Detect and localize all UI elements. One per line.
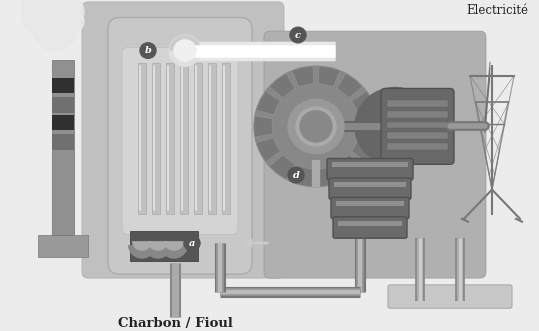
Wedge shape [318, 166, 340, 187]
Bar [38, 235, 88, 257]
FancyBboxPatch shape [388, 285, 512, 308]
Wedge shape [292, 166, 314, 187]
Bar [387, 143, 448, 150]
Bar [332, 163, 408, 167]
Text: Charbon / Fioul: Charbon / Fioul [118, 317, 232, 330]
Bar [222, 63, 230, 214]
Bar [52, 134, 74, 150]
FancyBboxPatch shape [82, 2, 284, 278]
Text: d: d [293, 170, 300, 179]
Wedge shape [257, 91, 280, 115]
Wedge shape [128, 245, 156, 259]
Text: b: b [144, 46, 151, 55]
Circle shape [290, 27, 306, 43]
FancyBboxPatch shape [327, 159, 413, 180]
Bar [52, 97, 74, 113]
Circle shape [254, 66, 378, 187]
Bar [52, 115, 74, 130]
Bar [387, 100, 448, 107]
Bar [138, 63, 146, 214]
Circle shape [296, 107, 336, 146]
Bar [52, 60, 74, 235]
Bar [336, 201, 404, 206]
FancyBboxPatch shape [108, 18, 252, 274]
Bar [52, 78, 74, 93]
Circle shape [300, 111, 332, 142]
FancyBboxPatch shape [381, 88, 454, 164]
Circle shape [33, 8, 77, 51]
Bar [387, 111, 448, 118]
Wedge shape [270, 73, 295, 98]
Text: a: a [189, 239, 195, 248]
Wedge shape [160, 245, 188, 259]
FancyBboxPatch shape [333, 217, 407, 238]
Wedge shape [337, 73, 363, 98]
Bar [152, 63, 160, 214]
Circle shape [288, 167, 304, 183]
Wedge shape [144, 245, 172, 259]
Bar [194, 63, 202, 214]
Circle shape [184, 235, 200, 251]
Bar [130, 231, 198, 260]
FancyBboxPatch shape [331, 197, 409, 219]
Circle shape [288, 99, 344, 154]
Bar [334, 182, 406, 187]
FancyBboxPatch shape [264, 31, 486, 278]
Wedge shape [292, 66, 314, 87]
Wedge shape [352, 91, 376, 115]
Wedge shape [318, 66, 340, 87]
Bar [387, 121, 448, 128]
Circle shape [22, 0, 58, 35]
Circle shape [30, 0, 70, 24]
Wedge shape [337, 155, 363, 179]
Circle shape [21, 0, 49, 22]
Wedge shape [254, 116, 273, 137]
Circle shape [355, 87, 435, 165]
FancyBboxPatch shape [122, 48, 238, 234]
Wedge shape [148, 241, 168, 251]
Wedge shape [132, 241, 152, 251]
Circle shape [52, 0, 84, 27]
Circle shape [174, 40, 196, 61]
Bar [208, 63, 216, 214]
Bar [166, 63, 174, 214]
Circle shape [169, 35, 201, 66]
Wedge shape [164, 241, 184, 251]
Bar [387, 132, 448, 139]
Circle shape [60, 10, 84, 33]
Bar [338, 221, 402, 226]
Bar [180, 63, 188, 214]
Circle shape [140, 43, 156, 58]
Wedge shape [360, 116, 378, 137]
Wedge shape [270, 155, 295, 179]
Text: Electricité: Electricité [466, 4, 528, 17]
FancyBboxPatch shape [329, 178, 411, 199]
Wedge shape [352, 138, 376, 162]
Wedge shape [257, 138, 280, 162]
Wedge shape [169, 35, 201, 51]
Text: c: c [295, 30, 301, 39]
